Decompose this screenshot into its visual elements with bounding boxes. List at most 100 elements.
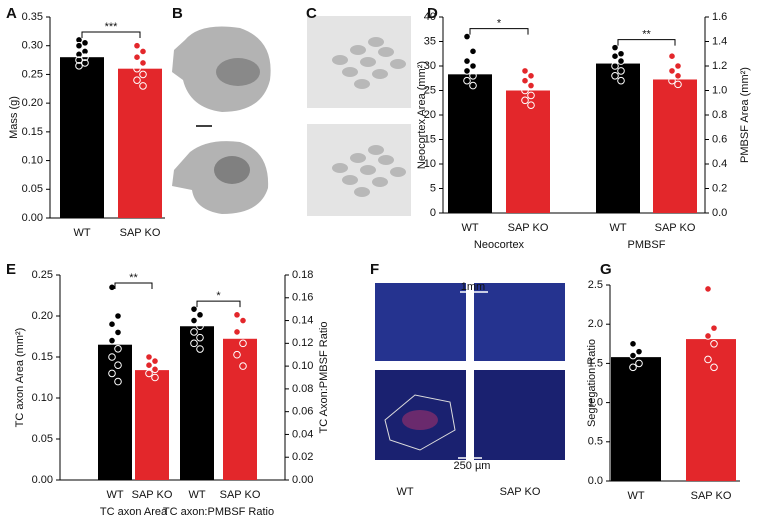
data-point [635,347,643,356]
data-point [710,340,718,348]
data-point [463,67,471,75]
y2-tick-label: 1.6 [712,11,727,23]
data-point [108,320,116,329]
y2-tick-label: 0.4 [712,158,727,170]
panel-label: D [427,5,438,22]
y2-tick-label: 0.04 [292,428,313,440]
data-point [635,359,643,368]
data-point [190,316,198,325]
column-label: WT [396,486,413,498]
data-point [145,369,153,378]
x-tick-label: SAP KO [691,490,732,502]
data-point [239,316,247,325]
data-point [233,328,241,336]
y-tick-label: 0.10 [32,392,53,404]
bar [506,90,550,213]
bar [135,370,169,480]
significance-bracket [469,28,529,35]
y-tick-label: 5 [430,182,436,194]
data-point [629,351,637,360]
bar [180,326,214,480]
data-point [75,62,83,70]
data-point [233,311,241,319]
x-tick-label: WT [609,222,626,234]
data-point [521,76,529,85]
data-point [81,53,89,62]
y-axis-label: TC axon Area (mm²) [14,328,26,428]
data-point [81,39,89,47]
data-point [108,369,116,378]
group-label: TC axon Area [100,506,168,515]
data-point [133,53,141,62]
y2-tick-label: 0.2 [712,182,727,194]
x-tick-label: WT [627,490,644,502]
y-tick-label: 0.05 [22,183,43,195]
bar [653,79,697,213]
significance-bracket [617,39,676,46]
data-point [190,339,198,348]
data-point [151,373,159,382]
panel-label: A [6,5,17,22]
data-point [527,91,535,100]
data-point [611,72,619,80]
bar [611,357,661,481]
y2-tick-label: 0.6 [712,133,727,145]
data-point [469,72,477,80]
data-point [151,357,159,365]
data-point [233,350,241,359]
data-point [114,361,122,370]
x-tick-label: WT [461,222,478,234]
group-label: Neocortex [474,239,525,251]
data-point [527,81,535,90]
y-tick-label: 0.35 [22,11,43,23]
y2-tick-label: 1.2 [712,60,727,72]
data-point [114,377,122,386]
significance-label: ** [642,29,651,41]
bar [118,68,162,218]
y2-tick-label: 0.18 [292,269,313,281]
x-tick-label: WT [73,227,90,239]
y-tick-label: 25 [424,84,436,96]
data-point [611,62,619,70]
data-point [139,47,147,56]
data-point [196,322,204,331]
data-point [710,363,718,372]
data-point [704,285,712,293]
data-point [469,47,477,56]
data-point [668,52,676,61]
panel-b-images [172,26,271,214]
y2-tick-label: 0.8 [712,109,727,121]
data-point [521,67,529,75]
data-point [239,339,247,348]
y-tick-label: 0.25 [32,269,53,281]
data-point [239,362,247,370]
data-point [190,328,198,336]
y-tick-label: 20 [424,109,436,121]
data-point [617,57,625,65]
data-point [629,363,637,372]
data-point [710,324,718,332]
data-point [521,96,529,105]
y-tick-label: 35 [424,35,436,47]
y-tick-label: 0.25 [22,68,43,80]
data-point [463,76,471,85]
y-tick-label: 1.5 [588,357,603,369]
y2-tick-label: 0.16 [292,292,313,304]
bar [60,57,104,219]
data-point [108,336,116,345]
data-point [668,67,676,75]
y-tick-label: 10 [424,158,436,170]
y2-tick-label: 1.4 [712,35,727,47]
data-point [469,62,477,70]
scale-bar-label: 1mm [461,281,485,293]
data-point [145,353,153,361]
data-point [133,64,141,73]
data-point [108,353,116,361]
y2-tick-label: 0.08 [292,383,313,395]
y2-tick-label: 0.0 [712,207,727,219]
y2-tick-label: 0.14 [292,314,313,326]
bar [596,63,640,213]
data-point [668,76,676,85]
x-tick-label: SAP KO [508,222,549,234]
